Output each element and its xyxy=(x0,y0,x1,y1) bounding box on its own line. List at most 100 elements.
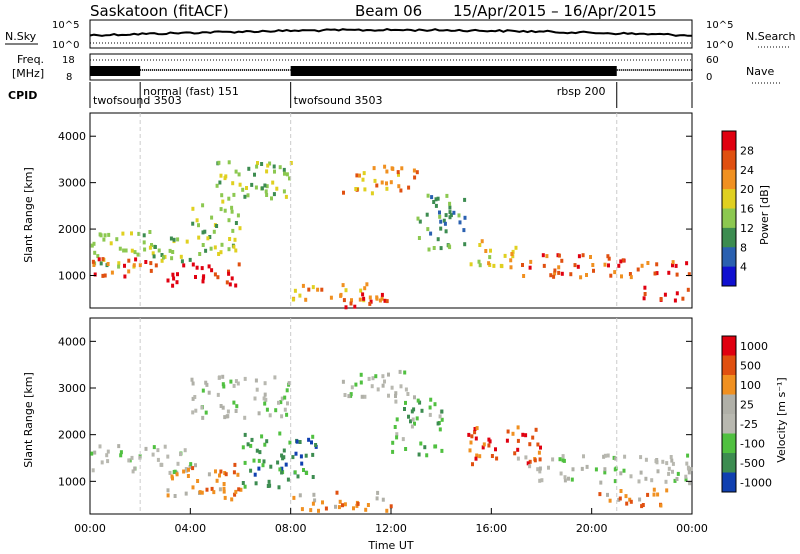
cbar-tick-2: 100 xyxy=(740,379,761,392)
cbar-tick-3: 16 xyxy=(740,203,754,216)
cbar-tick-4: -25 xyxy=(740,418,758,431)
cbar-tick-5: -100 xyxy=(740,437,765,450)
velocity-colorbar-label: Velocity [m s⁻¹] xyxy=(775,377,788,462)
cbar-cell-3 xyxy=(722,189,736,209)
cpid-label: CPID xyxy=(8,89,37,102)
cbar-tick-7: -1000 xyxy=(740,476,772,489)
date-range: 15/Apr/2015 – 16/Apr/2015 xyxy=(453,2,657,20)
cbar-cell-7 xyxy=(722,472,736,493)
cbar-cell-5 xyxy=(722,433,736,454)
nsearch-label: N.Search xyxy=(746,30,796,43)
cbar-cell-5 xyxy=(722,227,736,248)
cbar-tick-1: 500 xyxy=(740,359,761,372)
nsky-trace xyxy=(89,27,692,37)
band-8 xyxy=(516,453,693,486)
ytick-label-3: 4000 xyxy=(58,335,86,348)
cpid-segment-label-2: twofsound 3503 xyxy=(294,94,383,107)
cbar-cell-2 xyxy=(722,169,736,190)
ytick-label-0: 1000 xyxy=(58,475,86,488)
velocity-axes: 1000 2000 3000 4000 xyxy=(58,318,692,514)
cbar-cell-1 xyxy=(722,150,736,171)
power-ylabel: Slant Range [km] xyxy=(22,167,35,263)
ytick-label-1: 2000 xyxy=(58,223,86,236)
power-axes: 1000 2000 3000 4000 xyxy=(58,113,692,308)
xtick-label-2: 08:00 xyxy=(275,522,307,535)
cpid-segment-label-0: twofsound 3503 xyxy=(93,94,182,107)
freq-bar-1 xyxy=(290,66,617,76)
cbar-cell-3 xyxy=(722,394,736,415)
xtick-label-1: 04:00 xyxy=(174,522,206,535)
xtick-label-5: 20:00 xyxy=(576,522,608,535)
band-5 xyxy=(341,369,416,400)
band-1 xyxy=(91,257,158,279)
band-11 xyxy=(617,258,691,280)
cbar-tick-6: 28 xyxy=(740,144,754,157)
nave-label: Nave xyxy=(746,65,774,78)
time-axis-ticks: 00:00 04:00 08:00 12:00 16:00 20:00 00:00 xyxy=(74,508,708,535)
cbar-cell-6 xyxy=(722,453,736,473)
power-colorbar-label: Power [dB] xyxy=(758,185,771,245)
nsearch-tick-bottom: 10^0 xyxy=(706,40,733,51)
band-2 xyxy=(190,374,291,420)
cbar-tick-6: -500 xyxy=(740,457,765,470)
ytick-label-1: 2000 xyxy=(58,429,86,442)
band-6 xyxy=(344,292,389,310)
band-6 xyxy=(391,397,444,458)
power-panel-frame xyxy=(89,112,693,309)
xtick-label-4: 16:00 xyxy=(475,522,507,535)
freq-tick-bottom: 8 xyxy=(66,72,72,83)
cbar-cell-6 xyxy=(722,247,736,268)
band-3 xyxy=(241,431,318,490)
power-colorbar: 4 8 12 16 20 24 28 xyxy=(721,130,754,287)
nsky-label: N.Sky xyxy=(5,30,37,43)
freq-bar-0 xyxy=(90,66,141,76)
cbar-cell-1 xyxy=(722,355,736,376)
band-5 xyxy=(291,282,384,303)
cbar-cell-4 xyxy=(722,208,736,229)
nsearch-tick-top: 10^5 xyxy=(706,20,733,31)
band-12 xyxy=(642,285,690,303)
cbar-cell-0 xyxy=(722,336,736,356)
band-0 xyxy=(90,444,193,475)
time-axis-label: Time UT xyxy=(367,539,413,552)
velocity-data xyxy=(90,369,693,513)
band-3 xyxy=(191,203,242,256)
band-9 xyxy=(469,239,518,270)
freq-tick-top: 18 xyxy=(62,55,75,66)
beam-label: Beam 06 xyxy=(355,2,422,20)
band-4 xyxy=(292,490,393,513)
band-2 xyxy=(166,262,241,288)
cbar-frame xyxy=(721,130,737,287)
nave-tick-bottom: 0 xyxy=(706,72,712,83)
band-10 xyxy=(521,253,617,280)
band-8 xyxy=(416,193,467,252)
cbar-cell-4 xyxy=(722,414,736,434)
velocity-colorbar: 1000 500 100 25 -25 -100 -500 -1000 xyxy=(721,335,772,493)
cpid-segment-label-3: rbsp 200 xyxy=(557,85,606,98)
band-4 xyxy=(215,160,293,204)
nsky-tick-top: 10^5 xyxy=(52,20,79,31)
xtick-label-6: 00:00 xyxy=(676,522,708,535)
cbar-cell-7 xyxy=(722,266,736,287)
cbar-cell-2 xyxy=(722,375,736,395)
ytick-label-3: 4000 xyxy=(58,130,86,143)
cbar-tick-4: 20 xyxy=(740,183,754,196)
cbar-tick-0: 1000 xyxy=(740,340,768,353)
band-0 xyxy=(90,230,192,269)
freq-label: Freq. xyxy=(17,53,44,66)
nsky-panel-frame xyxy=(89,19,693,49)
velocity-ylabel: Slant Range [km] xyxy=(22,372,35,468)
freq-bars xyxy=(90,66,692,76)
freq-unit-label: [MHz] xyxy=(12,67,44,80)
cbar-tick-1: 8 xyxy=(740,241,747,254)
xtick-label-0: 00:00 xyxy=(74,522,106,535)
ytick-label-2: 3000 xyxy=(58,382,86,395)
band-1 xyxy=(166,462,243,502)
band-7 xyxy=(467,425,542,467)
band-9 xyxy=(598,487,669,509)
cpid-segment-label-1: normal (fast) 151 xyxy=(143,85,239,98)
power-data xyxy=(90,160,691,310)
cbar-cell-0 xyxy=(722,131,736,151)
